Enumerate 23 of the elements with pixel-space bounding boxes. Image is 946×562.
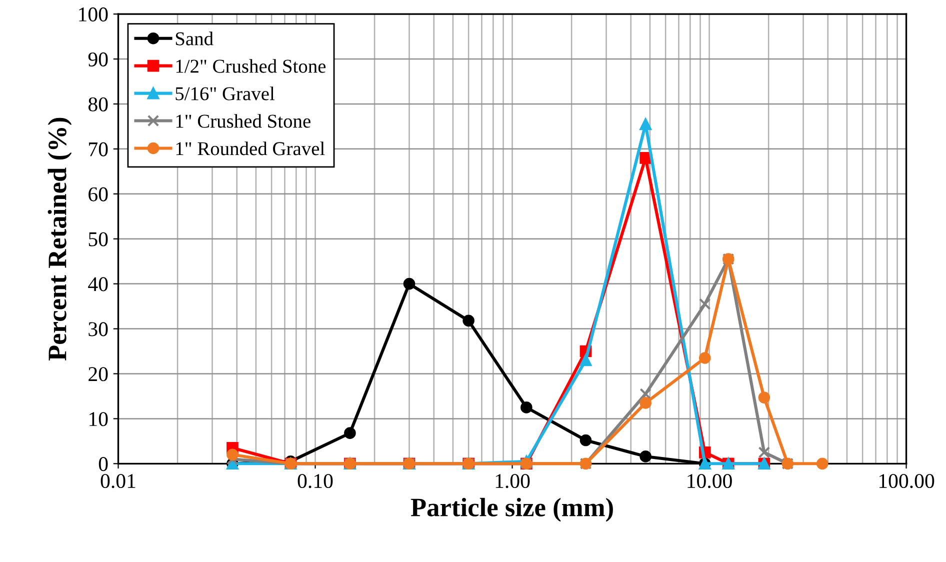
y-tick-label: 30 [88, 322, 108, 336]
legend-label: 1" Rounded Gravel [176, 142, 325, 156]
y-axis-title: Percent Retained (%) [48, 118, 72, 361]
legend-label: 1" Crushed Stone [176, 114, 310, 128]
y-tick-label: 80 [88, 97, 108, 112]
x-axis-title: Particle size (mm) [410, 498, 613, 522]
y-tick-label: 50 [88, 232, 108, 246]
x-tick-label: 1.00 [496, 474, 530, 488]
x-tick-label: 0.10 [298, 474, 333, 488]
x-tick-label: 10.00 [688, 474, 732, 488]
legend-label: 1/2" Crushed Stone [176, 59, 326, 73]
x-tick-label: 0.01 [100, 474, 136, 488]
y-tick-label: 100 [79, 7, 108, 22]
y-tick-label: 40 [88, 277, 108, 292]
legend-label: 5/16" Gravel [176, 86, 275, 100]
y-tick-label: 10 [90, 412, 108, 426]
y-tick-label: 0 [98, 457, 108, 472]
x-tick-label: 100.00 [879, 474, 934, 488]
y-tick-label: 70 [89, 142, 108, 156]
y-tick-label: 60 [88, 187, 108, 202]
y-tick-label: 20 [88, 367, 108, 382]
y-tick-label: 90 [88, 52, 108, 66]
legend-label: Sand [176, 32, 214, 46]
